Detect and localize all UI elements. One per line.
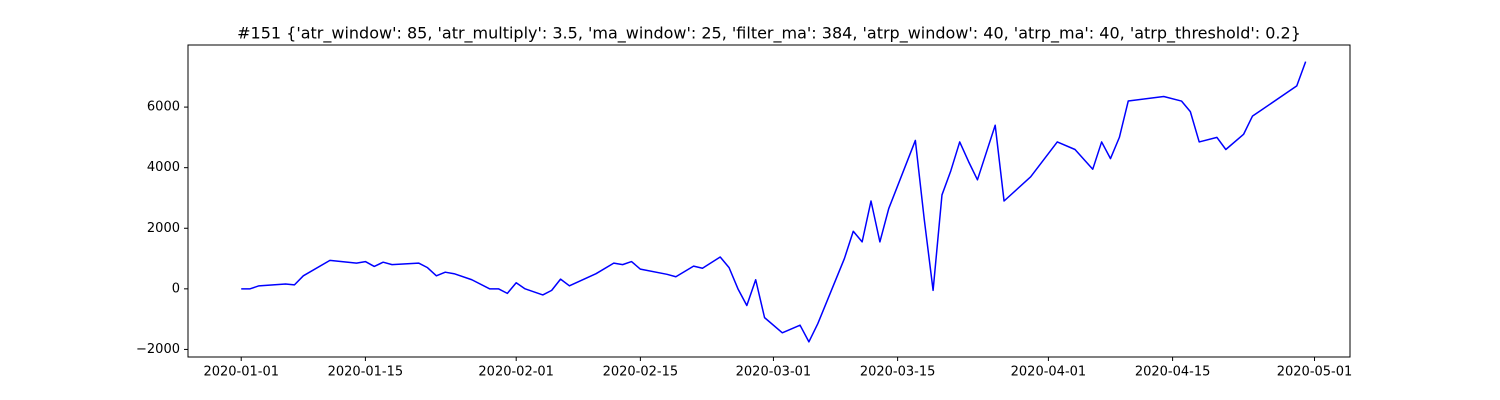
x-tick-label: 2020-03-15 [860, 365, 936, 380]
y-tick-label: 2000 [147, 221, 180, 236]
x-tick-label: 2020-04-01 [1011, 365, 1087, 380]
y-tick-label: 4000 [147, 160, 180, 175]
line-series [241, 61, 1307, 343]
plot-frame [187, 44, 1351, 358]
x-tick-label: 2020-05-01 [1277, 365, 1353, 380]
x-tick-label: 2020-01-15 [328, 365, 404, 380]
y-tick-label: −2000 [136, 342, 180, 357]
x-tick-label: 2020-01-01 [203, 365, 279, 380]
y-tick-label: 0 [172, 281, 180, 296]
x-tick-label: 2020-02-01 [478, 365, 554, 380]
x-tick-label: 2020-03-01 [736, 365, 812, 380]
chart-title: #151 {'atr_window': 85, 'atr_multiply': … [237, 24, 1301, 44]
x-tick-label: 2020-04-15 [1135, 365, 1211, 380]
y-tick-label: 6000 [147, 100, 180, 115]
x-tick-label: 2020-02-15 [603, 365, 679, 380]
